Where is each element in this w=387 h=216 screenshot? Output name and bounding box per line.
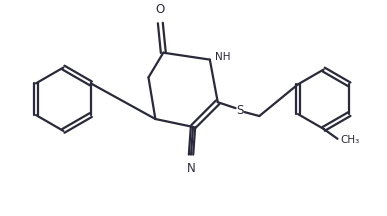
Text: NH: NH bbox=[215, 52, 230, 62]
Text: O: O bbox=[156, 3, 165, 16]
Text: S: S bbox=[236, 104, 243, 117]
Text: N: N bbox=[187, 162, 195, 175]
Text: CH₃: CH₃ bbox=[341, 135, 360, 145]
